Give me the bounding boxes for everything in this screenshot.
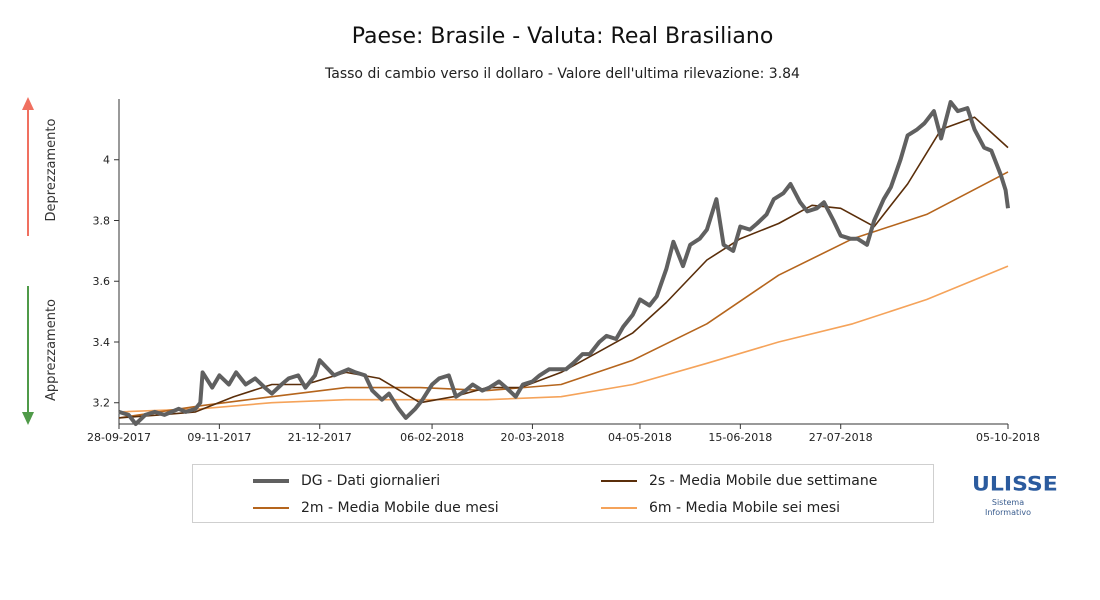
legend-item-2m: 2m - Media Mobile due mesi bbox=[253, 500, 499, 516]
logo-main-text: ULISSE bbox=[972, 473, 1058, 496]
legend: DG - Dati giornalieri 2s - Media Mobile … bbox=[192, 464, 934, 523]
side-arrows: Deprezzamento Apprezzamento bbox=[22, 97, 59, 425]
exchange-rate-chart: Deprezzamento Apprezzamento 3.2 3.4 3.6 3.8 4… bbox=[22, 97, 1040, 444]
legend-label-2m: 2m - Media Mobile due mesi bbox=[301, 500, 499, 516]
y-tick-label: 3.8 bbox=[93, 214, 111, 227]
x-tick-label: 28-09-2017 bbox=[87, 431, 151, 444]
legend-swatch-6m bbox=[601, 507, 637, 509]
y-tick-label: 4 bbox=[103, 154, 110, 167]
y-tick-label: 3.2 bbox=[93, 397, 111, 410]
legend-item-6m: 6m - Media Mobile sei mesi bbox=[601, 500, 840, 516]
x-tick-label: 06-02-2018 bbox=[400, 431, 464, 444]
legend-label-2s: 2s - Media Mobile due settimane bbox=[649, 473, 878, 489]
y-tick-label: 3.6 bbox=[93, 275, 111, 288]
legend-swatch-2s bbox=[601, 480, 637, 482]
series-line-6m bbox=[118, 265, 1009, 413]
chart-subtitle: Tasso di cambio verso il dollaro - Valor… bbox=[325, 66, 800, 82]
legend-swatch-2m bbox=[253, 507, 289, 509]
legend-item-dg: DG - Dati giornalieri bbox=[253, 473, 440, 489]
appreciation-arrow-head bbox=[22, 412, 34, 425]
x-tick-label: 21-12-2017 bbox=[288, 431, 352, 444]
y-tick-label: 3.4 bbox=[93, 336, 111, 349]
legend-label-6m: 6m - Media Mobile sei mesi bbox=[649, 500, 841, 516]
x-tick-label: 27-07-2018 bbox=[809, 431, 873, 444]
legend-swatch-dg bbox=[253, 479, 289, 483]
x-tick-label: 04-05-2018 bbox=[608, 431, 672, 444]
logo-sub-text-2: Informativo bbox=[985, 508, 1031, 517]
x-tick-label: 15-06-2018 bbox=[708, 431, 772, 444]
series-line-dg bbox=[118, 100, 1010, 426]
chart-lines bbox=[118, 100, 1010, 426]
logo-sub-text-1: Sistema bbox=[991, 498, 1025, 507]
depreciation-label: Deprezzamento bbox=[44, 119, 59, 222]
appreciation-label: Apprezzamento bbox=[44, 299, 59, 401]
x-tick-label: 05-10-2018 bbox=[976, 431, 1040, 444]
chart-axes: 3.2 3.4 3.6 3.8 4 28-09-2017 09-11-2017 21-12-2… bbox=[87, 99, 1040, 444]
chart-title: Paese: Brasile - Valuta: Real Brasiliano bbox=[351, 24, 774, 49]
ulisse-logo: ULISSE Sistema Informativo bbox=[972, 472, 1058, 517]
x-tick-label: 20-03-2018 bbox=[500, 431, 564, 444]
legend-label-dg: DG - Dati giornalieri bbox=[301, 473, 441, 489]
series-line-2s bbox=[118, 116, 1009, 419]
depreciation-arrow-head bbox=[22, 97, 34, 110]
legend-item-2s: 2s - Media Mobile due settimane bbox=[601, 473, 877, 489]
x-tick-label: 09-11-2017 bbox=[187, 431, 251, 444]
